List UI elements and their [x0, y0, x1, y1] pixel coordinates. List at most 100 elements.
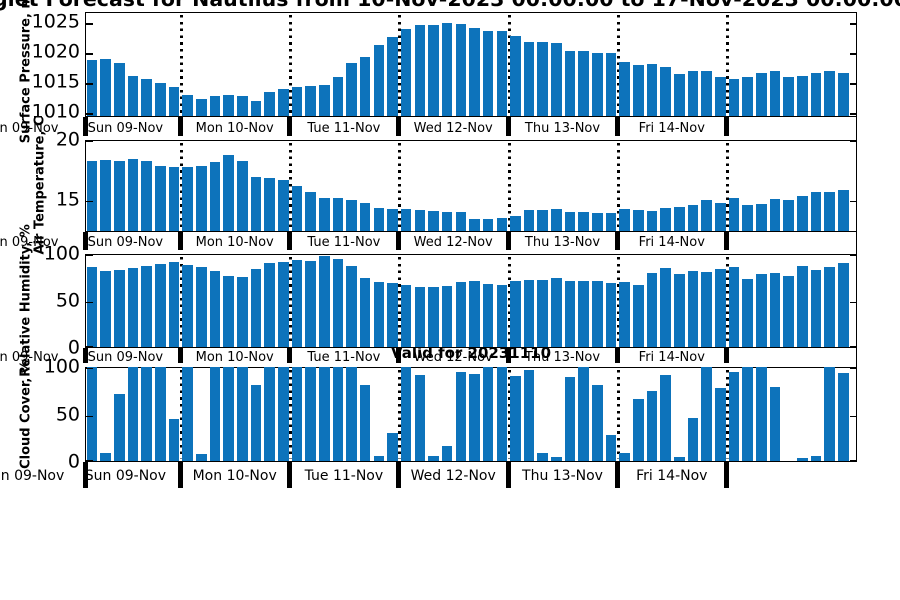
surface-pressure-bar: [687, 71, 699, 116]
day-boundary-tick: [724, 462, 730, 488]
day-tick-label: Tue 11-Nov: [307, 349, 381, 365]
ytick-mark: [86, 346, 93, 348]
air-temperature-bar: [728, 197, 740, 231]
day-boundary-tick: [505, 117, 511, 136]
cloud-cover-bar: [346, 367, 357, 461]
day-tick-label: Wed 12-Nov: [410, 468, 496, 484]
relative-humidity-bar: [305, 260, 316, 347]
air-temperature-bar: [387, 208, 398, 231]
day-tick-label: Thu 13-Nov: [524, 120, 601, 136]
day-tick-label: Sun 09-Nov: [87, 235, 164, 250]
air-temperature-bar: [482, 219, 494, 231]
day-boundary-gridline: [398, 15, 402, 114]
relative-humidity-bar: [687, 270, 699, 347]
surface-pressure-bar: [838, 72, 849, 116]
day-boundary-gridline: [288, 143, 292, 229]
relative-humidity-bar: [824, 267, 835, 347]
relative-humidity-ytick-label: 100: [43, 242, 80, 265]
air-temperature-bar: [715, 202, 726, 231]
day-tick-label: Wed 12-Nov: [413, 120, 493, 136]
relative-humidity-bar: [701, 271, 712, 347]
ytick-mark: [86, 200, 93, 203]
surface-pressure-bar: [414, 25, 426, 116]
day-boundary-tick: [724, 117, 730, 136]
relative-humidity-bar: [86, 267, 98, 347]
relative-humidity-bar: [359, 278, 371, 347]
cloud-cover-bar: [510, 376, 521, 461]
cloud-cover-bar: [551, 457, 562, 461]
cloud-cover-bar: [810, 456, 822, 461]
cloud-cover-bar: [182, 367, 193, 461]
day-tick-label: Thu 13-Nov: [524, 349, 601, 365]
surface-pressure-bar: [592, 53, 603, 116]
air-temperature-bar: [810, 192, 822, 231]
cloud-cover-plot: [85, 367, 857, 462]
surface-pressure-bar: [141, 78, 152, 116]
relative-humidity-bar: [155, 264, 166, 347]
relative-humidity-bar: [605, 282, 617, 347]
day-boundary-tick: [724, 232, 730, 250]
relative-humidity-bar: [182, 265, 193, 347]
cloud-cover-bar: [250, 384, 262, 461]
relative-humidity-bar: [564, 280, 576, 347]
ytick-mark: [850, 302, 857, 304]
day-boundary-tick: [614, 348, 620, 363]
cloud-cover-bar: [592, 384, 603, 461]
day-boundary-tick: [505, 232, 511, 250]
air-temperature-bar: [373, 207, 385, 231]
air-temperature-bar: [414, 209, 426, 231]
ytick-mark: [850, 83, 857, 85]
day-boundary-tick: [286, 348, 292, 363]
relative-humidity-bar: [141, 266, 152, 347]
day-boundary-tick: [614, 117, 620, 136]
cloud-cover-bar: [359, 384, 371, 461]
air-temperature-bar: [523, 209, 535, 231]
cloud-cover-bar: [100, 452, 111, 461]
relative-humidity-bar: [318, 255, 330, 347]
cloud-cover-bar: [373, 456, 385, 461]
surface-pressure-bar: [482, 31, 494, 116]
day-tick-label: Mon 10-Nov: [195, 235, 274, 250]
day-boundary-tick: [505, 462, 511, 488]
air-temperature-bar: [783, 200, 794, 231]
cloud-cover-bar: [332, 367, 344, 461]
relative-humidity-bar: [250, 268, 262, 347]
cloud-cover-bar: [797, 458, 808, 461]
day-boundary-tick: [396, 348, 402, 363]
surface-pressure-bar: [250, 101, 262, 116]
relative-humidity-bar: [332, 258, 344, 347]
relative-humidity-bar: [633, 284, 644, 347]
air-temperature-bar: [551, 208, 562, 231]
cloud-cover-bar: [305, 367, 316, 461]
relative-humidity-bar: [646, 272, 658, 347]
day-tick-label: Wed 12-Nov: [413, 235, 493, 250]
cloud-cover-bar: [236, 367, 248, 461]
surface-pressure-bar: [715, 76, 726, 116]
relative-humidity-bar: [387, 282, 398, 347]
relative-humidity-bar: [168, 262, 180, 347]
relative-humidity-bar: [551, 278, 562, 347]
relative-humidity-bar: [455, 281, 467, 347]
day-tick-label: Fri 14-Nov: [636, 468, 708, 484]
air-temperature-bar: [674, 207, 685, 231]
surface-pressure-bar: [373, 44, 385, 116]
air-temperature-bar: [86, 161, 98, 231]
day-boundary-tick: [505, 348, 511, 363]
relative-humidity-bar: [783, 276, 794, 347]
day-boundary-tick: [177, 462, 183, 488]
day-tick-label: Tue 11-Nov: [307, 235, 381, 250]
ytick-mark: [850, 368, 857, 370]
row-right-edge: [855, 117, 857, 140]
cloud-cover-bar: [469, 373, 480, 461]
clipped-day-label: Sun 09-Nov: [0, 120, 59, 136]
surface-pressure-bar: [455, 23, 467, 116]
cloud-cover-bar: [114, 394, 125, 461]
relative-humidity-bar: [373, 281, 385, 347]
surface-pressure-bar: [742, 77, 753, 116]
surface-pressure-bar: [824, 70, 835, 116]
cloud-cover-bar: [687, 417, 699, 461]
day-boundary-gridline: [179, 257, 183, 345]
relative-humidity-bar: [277, 262, 289, 347]
cloud-cover-bar: [400, 367, 412, 461]
